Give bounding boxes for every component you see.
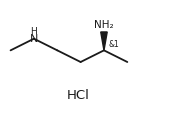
Text: N: N xyxy=(30,34,38,44)
Text: &1: &1 xyxy=(108,40,119,48)
Text: HCl: HCl xyxy=(66,89,89,102)
Polygon shape xyxy=(101,32,107,50)
Text: NH₂: NH₂ xyxy=(94,20,114,30)
Text: H: H xyxy=(31,27,37,36)
